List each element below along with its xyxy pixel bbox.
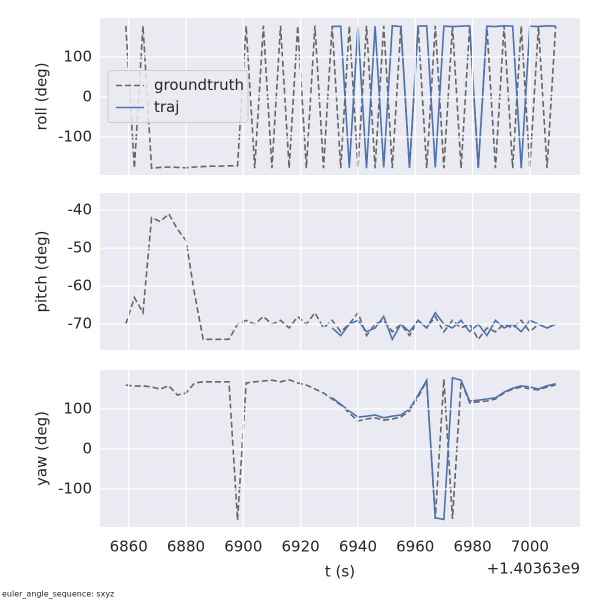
plot	[125, 376, 556, 521]
x-tick-label: 6860	[110, 538, 148, 556]
x-tick-label: 6940	[339, 538, 377, 556]
series-line	[125, 212, 556, 341]
y-tick-label: -70	[68, 315, 93, 333]
footer: euler_angle_sequence: sxyz	[2, 590, 114, 599]
y-tick-label: -40	[68, 201, 93, 219]
series-line	[332, 24, 556, 169]
legend-box	[107, 70, 249, 123]
y-axis-label: yaw (deg)	[33, 411, 51, 486]
plot	[124, 24, 557, 170]
x-tick-label: 6880	[167, 538, 205, 556]
y-tick-label: -60	[68, 277, 93, 295]
y-tick-label: 100	[63, 400, 92, 418]
y-tick-label: -50	[68, 239, 93, 257]
x-axis-label: t (s)	[325, 563, 355, 581]
x-tick-label: 6960	[396, 538, 434, 556]
y-axis-label: pitch (deg)	[33, 230, 51, 312]
y-tick-label: 0	[82, 440, 92, 458]
y-tick-label: -100	[58, 480, 92, 498]
y-tick-label: -100	[58, 128, 92, 146]
x-tick-label: 7000	[511, 538, 549, 556]
y-axis-label: roll (deg)	[33, 62, 51, 130]
y-tick-label: 100	[63, 48, 92, 66]
x-tick-label: 6920	[282, 538, 320, 556]
y-tick-label: 0	[82, 88, 92, 106]
x-offset-label: +1.40363e9	[487, 560, 580, 578]
series-line	[331, 376, 556, 521]
x-tick-label: 6900	[224, 538, 262, 556]
legend-label: groundtruth	[154, 76, 244, 94]
legend-label: traj	[154, 98, 179, 116]
x-tick-label: 6980	[453, 538, 491, 556]
